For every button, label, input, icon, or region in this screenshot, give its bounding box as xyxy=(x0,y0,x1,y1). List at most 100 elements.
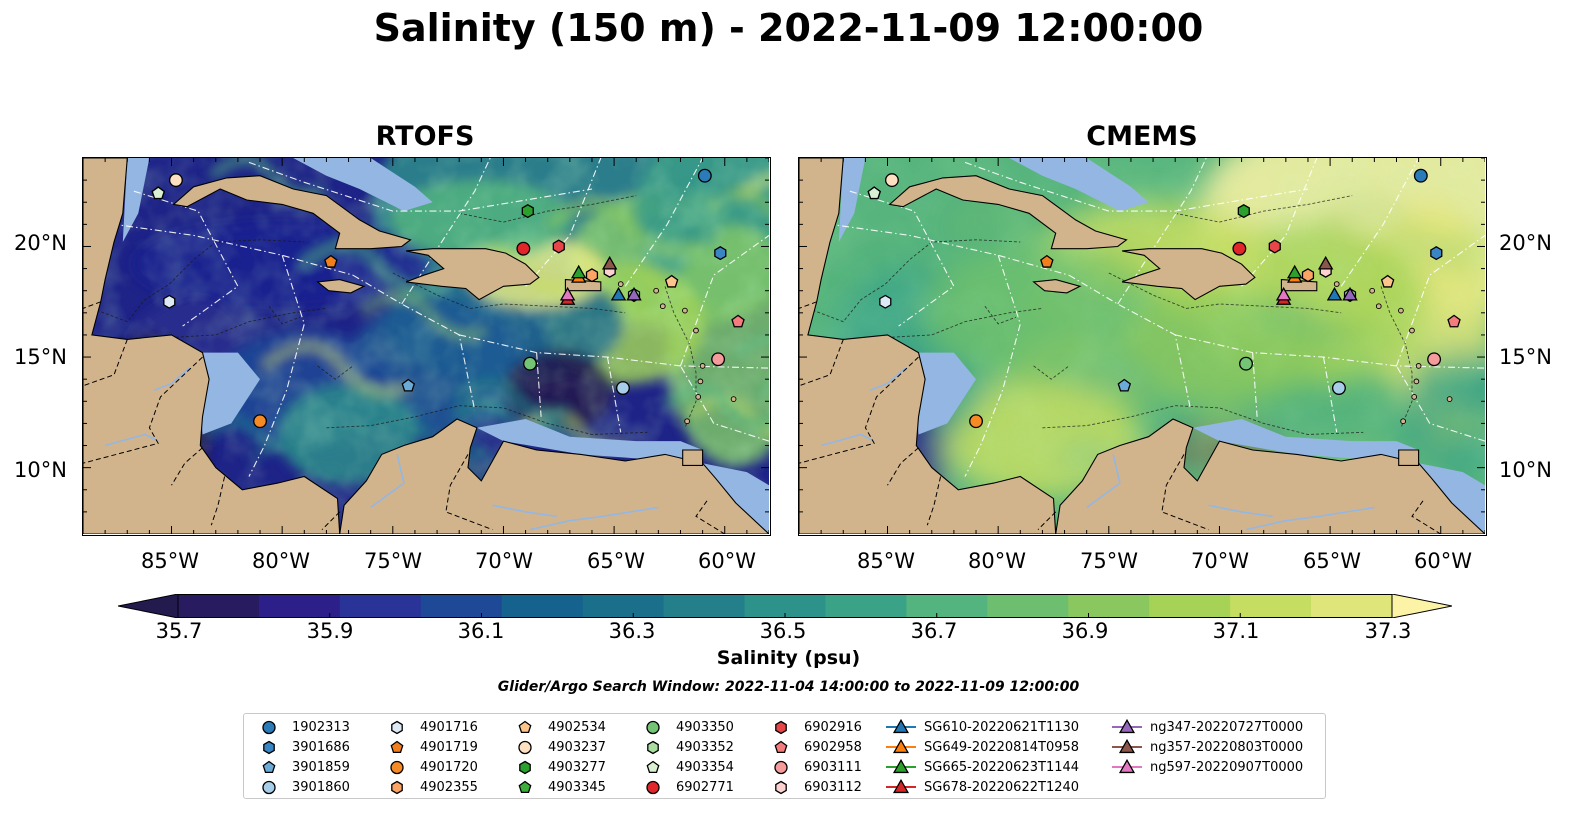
eez-boundary xyxy=(1322,357,1338,433)
small-island xyxy=(1411,394,1418,400)
isobath-line xyxy=(984,305,1017,325)
eez-boundary xyxy=(133,190,239,327)
lat-tick-label-right: 15°N xyxy=(1499,345,1552,369)
country-border xyxy=(210,476,226,526)
small-island xyxy=(693,327,699,334)
legend-marker xyxy=(519,760,531,775)
small-island xyxy=(653,287,659,294)
eez-boundary xyxy=(1396,365,1485,442)
legend-item: ng347-20220727T0000 xyxy=(1110,717,1303,737)
legend-item: 3901860 xyxy=(252,777,350,797)
legend-label: 4903237 xyxy=(548,739,606,755)
small-island xyxy=(617,281,624,287)
legend-item: SG678-20220622T1240 xyxy=(884,777,1079,797)
river xyxy=(1245,506,1375,531)
legend-marker xyxy=(647,740,659,755)
platform-marker-3901860 xyxy=(615,381,630,395)
small-island xyxy=(1400,418,1406,425)
isobath-line xyxy=(807,239,1021,323)
hexagon-marker-icon xyxy=(775,780,787,795)
legend-label: ng347-20220727T0000 xyxy=(1150,719,1304,735)
map-canvas-cmems xyxy=(799,158,1485,534)
legend-marker xyxy=(646,760,660,774)
colorbar-tick-label: 36.7 xyxy=(910,619,958,643)
isobath-line xyxy=(1380,286,1413,428)
search-window-text: Glider/Argo Search Window: 2022-11-04 14… xyxy=(497,679,1080,695)
platform-marker-6903111 xyxy=(1427,352,1442,367)
legend-label: SG678-20220622T1240 xyxy=(924,779,1080,795)
colorbar-bin xyxy=(178,594,260,618)
colorbar-tick-label: 36.5 xyxy=(759,619,807,643)
platform-marker-6902958 xyxy=(731,314,745,328)
land-jam xyxy=(316,279,366,294)
land-jam xyxy=(1032,279,1082,294)
river xyxy=(1208,504,1273,518)
isobath-line xyxy=(664,286,697,428)
platform-marker-ng347-20220727T0000 xyxy=(1342,286,1358,301)
river xyxy=(370,454,405,509)
river xyxy=(104,433,159,447)
legend-item: SG649-20220814T0958 xyxy=(884,737,1079,757)
small-island xyxy=(1369,287,1375,294)
legend-label: 6903111 xyxy=(804,759,862,775)
isobath-line xyxy=(1033,365,1070,380)
shelf-yucatan xyxy=(122,158,150,242)
eez-boundary xyxy=(401,158,491,305)
platform-marker-4903350 xyxy=(523,356,537,371)
circle-marker-icon xyxy=(646,780,660,795)
pentagon-marker-icon xyxy=(262,760,276,774)
eez-boundary xyxy=(1252,352,1258,417)
land-hisp xyxy=(405,248,540,301)
eez-boundary xyxy=(248,161,593,212)
legend-label: 4902355 xyxy=(420,779,478,795)
small-island xyxy=(659,303,666,310)
eez-boundary xyxy=(964,255,1021,477)
river xyxy=(529,506,659,531)
legend-marker xyxy=(518,720,532,734)
legend-item: 4903350 xyxy=(636,717,734,737)
platform-marker-6902916 xyxy=(552,239,565,254)
eez-boundary xyxy=(1117,158,1207,305)
legend-marker xyxy=(774,740,788,754)
legend-item: 6903111 xyxy=(764,757,862,777)
legend-label: 6902916 xyxy=(804,719,862,735)
colorbar-bin xyxy=(663,594,746,618)
legend: 1902313 3901686 3901859 3901860 4901716 49017… xyxy=(243,713,1326,799)
colorbar-bin xyxy=(582,594,665,618)
eez-boundary xyxy=(606,357,622,433)
legend-item: 4901716 xyxy=(380,717,478,737)
triangle-marker-icon xyxy=(886,778,916,794)
land-trinidad xyxy=(682,449,704,466)
map-panel-cmems[interactable] xyxy=(798,157,1487,536)
isobath-line xyxy=(459,195,637,223)
legend-marker xyxy=(518,780,532,794)
platform-marker-ng347-20220727T0000 xyxy=(626,286,642,301)
shelf-nicaragua xyxy=(916,352,976,435)
colorbar xyxy=(118,594,1452,618)
legend-item: 4903352 xyxy=(636,737,734,757)
colorbar-bin xyxy=(906,594,988,618)
eez-boundary xyxy=(849,190,955,327)
legend-label: 4903345 xyxy=(548,779,606,795)
platform-marker-3901686 xyxy=(1430,246,1443,261)
eez-boundary xyxy=(680,365,769,442)
legend-marker xyxy=(1118,718,1136,734)
colorbar-bin xyxy=(258,594,341,618)
legend-marker xyxy=(775,780,787,795)
river xyxy=(1086,454,1121,509)
platform-marker-6902771 xyxy=(516,241,531,256)
legend-label: 4902534 xyxy=(548,719,606,735)
land-cuba xyxy=(888,175,1128,250)
lon-tick-label-cmems: 60°W xyxy=(1414,549,1472,573)
small-island xyxy=(730,396,737,402)
lon-tick-label-cmems: 85°W xyxy=(857,549,915,573)
pentagon-marker-icon xyxy=(646,760,660,774)
country-border xyxy=(83,301,101,309)
legend-item: 4902355 xyxy=(380,777,478,797)
legend-label: ng357-20220803T0000 xyxy=(1150,739,1304,755)
legend-item: 6903112 xyxy=(764,777,862,797)
map-panel-rtofs[interactable] xyxy=(82,157,771,536)
colorbar-bin xyxy=(339,594,422,618)
legend-label: SG649-20220814T0958 xyxy=(924,739,1080,755)
colorbar-tick-label: 37.3 xyxy=(1364,619,1412,643)
